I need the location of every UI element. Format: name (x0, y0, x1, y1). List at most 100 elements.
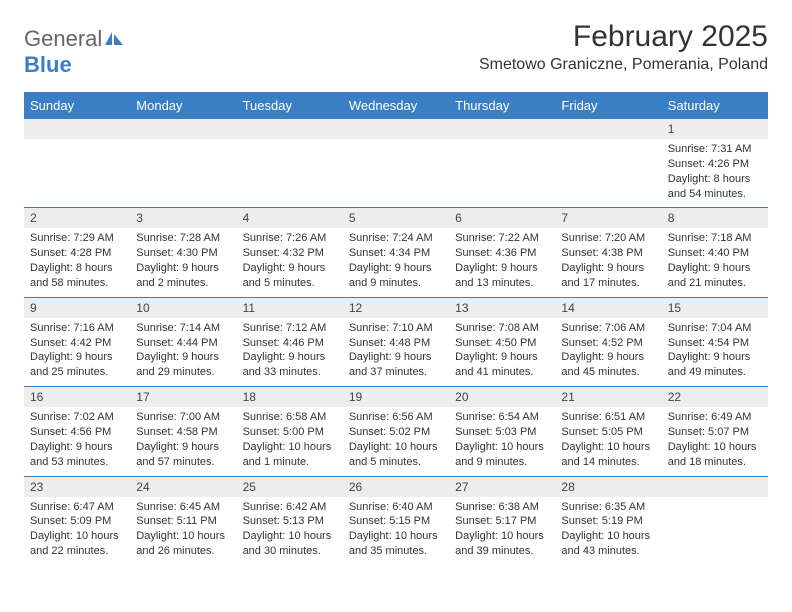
sunrise-text: Sunrise: 6:54 AM (455, 410, 549, 425)
day-content: Sunrise: 7:08 AMSunset: 4:50 PMDaylight:… (449, 318, 555, 386)
week-row: 9Sunrise: 7:16 AMSunset: 4:42 PMDaylight… (24, 298, 768, 387)
brand-logo: GeneralBlue (24, 26, 124, 78)
day-header-tuesday: Tuesday (237, 92, 343, 119)
sunset-text: Sunset: 4:52 PM (561, 336, 655, 351)
day-number: 1 (662, 119, 768, 139)
day-cell (24, 119, 130, 207)
sunset-text: Sunset: 5:15 PM (349, 514, 443, 529)
day-number: 26 (343, 477, 449, 497)
day-content (24, 139, 130, 148)
day-number: 9 (24, 298, 130, 318)
day-content: Sunrise: 7:12 AMSunset: 4:46 PMDaylight:… (237, 318, 343, 386)
day-content: Sunrise: 7:16 AMSunset: 4:42 PMDaylight:… (24, 318, 130, 386)
month-title: February 2025 (479, 20, 768, 54)
day-number (662, 477, 768, 497)
day-cell: 23Sunrise: 6:47 AMSunset: 5:09 PMDayligh… (24, 477, 130, 565)
sunset-text: Sunset: 4:28 PM (30, 246, 124, 261)
sunset-text: Sunset: 5:02 PM (349, 425, 443, 440)
day-header-thursday: Thursday (449, 92, 555, 119)
day-cell (343, 119, 449, 207)
sunrise-text: Sunrise: 6:47 AM (30, 500, 124, 515)
sunrise-text: Sunrise: 7:00 AM (136, 410, 230, 425)
sunset-text: Sunset: 4:40 PM (668, 246, 762, 261)
day-cell (662, 477, 768, 565)
day-content: Sunrise: 7:22 AMSunset: 4:36 PMDaylight:… (449, 228, 555, 296)
sunset-text: Sunset: 5:05 PM (561, 425, 655, 440)
week-row: 1Sunrise: 7:31 AMSunset: 4:26 PMDaylight… (24, 119, 768, 208)
day-content: Sunrise: 6:38 AMSunset: 5:17 PMDaylight:… (449, 497, 555, 565)
day-content: Sunrise: 7:02 AMSunset: 4:56 PMDaylight:… (24, 407, 130, 475)
day-number: 8 (662, 208, 768, 228)
sunset-text: Sunset: 4:42 PM (30, 336, 124, 351)
sunrise-text: Sunrise: 7:10 AM (349, 321, 443, 336)
sunrise-text: Sunrise: 7:22 AM (455, 231, 549, 246)
day-header-saturday: Saturday (662, 92, 768, 119)
sunrise-text: Sunrise: 6:45 AM (136, 500, 230, 515)
sunrise-text: Sunrise: 6:40 AM (349, 500, 443, 515)
sunrise-text: Sunrise: 7:24 AM (349, 231, 443, 246)
daylight-text: Daylight: 9 hours and 41 minutes. (455, 350, 549, 380)
day-header-sunday: Sunday (24, 92, 130, 119)
day-content: Sunrise: 7:14 AMSunset: 4:44 PMDaylight:… (130, 318, 236, 386)
day-cell: 17Sunrise: 7:00 AMSunset: 4:58 PMDayligh… (130, 387, 236, 475)
day-cell: 12Sunrise: 7:10 AMSunset: 4:48 PMDayligh… (343, 298, 449, 386)
day-cell: 26Sunrise: 6:40 AMSunset: 5:15 PMDayligh… (343, 477, 449, 565)
day-number (130, 119, 236, 139)
day-content: Sunrise: 7:00 AMSunset: 4:58 PMDaylight:… (130, 407, 236, 475)
day-cell: 27Sunrise: 6:38 AMSunset: 5:17 PMDayligh… (449, 477, 555, 565)
day-cell: 25Sunrise: 6:42 AMSunset: 5:13 PMDayligh… (237, 477, 343, 565)
sunset-text: Sunset: 5:13 PM (243, 514, 337, 529)
week-row: 2Sunrise: 7:29 AMSunset: 4:28 PMDaylight… (24, 208, 768, 297)
day-content: Sunrise: 6:40 AMSunset: 5:15 PMDaylight:… (343, 497, 449, 565)
day-cell (130, 119, 236, 207)
day-number: 27 (449, 477, 555, 497)
day-cell: 28Sunrise: 6:35 AMSunset: 5:19 PMDayligh… (555, 477, 661, 565)
weeks-container: 1Sunrise: 7:31 AMSunset: 4:26 PMDaylight… (24, 119, 768, 565)
day-cell: 7Sunrise: 7:20 AMSunset: 4:38 PMDaylight… (555, 208, 661, 296)
sunset-text: Sunset: 4:58 PM (136, 425, 230, 440)
sunset-text: Sunset: 4:32 PM (243, 246, 337, 261)
brand-text: GeneralBlue (24, 26, 124, 78)
sunset-text: Sunset: 5:03 PM (455, 425, 549, 440)
day-number: 15 (662, 298, 768, 318)
day-cell: 10Sunrise: 7:14 AMSunset: 4:44 PMDayligh… (130, 298, 236, 386)
daylight-text: Daylight: 10 hours and 35 minutes. (349, 529, 443, 559)
sunrise-text: Sunrise: 6:42 AM (243, 500, 337, 515)
day-cell: 6Sunrise: 7:22 AMSunset: 4:36 PMDaylight… (449, 208, 555, 296)
day-cell: 3Sunrise: 7:28 AMSunset: 4:30 PMDaylight… (130, 208, 236, 296)
daylight-text: Daylight: 9 hours and 2 minutes. (136, 261, 230, 291)
day-number: 7 (555, 208, 661, 228)
daylight-text: Daylight: 9 hours and 45 minutes. (561, 350, 655, 380)
sunrise-text: Sunrise: 6:56 AM (349, 410, 443, 425)
day-number: 18 (237, 387, 343, 407)
day-cell (449, 119, 555, 207)
day-cell: 21Sunrise: 6:51 AMSunset: 5:05 PMDayligh… (555, 387, 661, 475)
day-cell: 11Sunrise: 7:12 AMSunset: 4:46 PMDayligh… (237, 298, 343, 386)
day-cell (237, 119, 343, 207)
daylight-text: Daylight: 8 hours and 58 minutes. (30, 261, 124, 291)
sunrise-text: Sunrise: 7:26 AM (243, 231, 337, 246)
day-content: Sunrise: 6:42 AMSunset: 5:13 PMDaylight:… (237, 497, 343, 565)
day-content: Sunrise: 6:47 AMSunset: 5:09 PMDaylight:… (24, 497, 130, 565)
daylight-text: Daylight: 10 hours and 22 minutes. (30, 529, 124, 559)
daylight-text: Daylight: 9 hours and 57 minutes. (136, 440, 230, 470)
day-content: Sunrise: 7:20 AMSunset: 4:38 PMDaylight:… (555, 228, 661, 296)
sunset-text: Sunset: 5:19 PM (561, 514, 655, 529)
day-number: 25 (237, 477, 343, 497)
daylight-text: Daylight: 9 hours and 17 minutes. (561, 261, 655, 291)
sunset-text: Sunset: 4:36 PM (455, 246, 549, 261)
week-row: 23Sunrise: 6:47 AMSunset: 5:09 PMDayligh… (24, 477, 768, 565)
daylight-text: Daylight: 10 hours and 30 minutes. (243, 529, 337, 559)
daylight-text: Daylight: 10 hours and 18 minutes. (668, 440, 762, 470)
day-number (237, 119, 343, 139)
day-number: 10 (130, 298, 236, 318)
day-content: Sunrise: 7:18 AMSunset: 4:40 PMDaylight:… (662, 228, 768, 296)
day-cell: 4Sunrise: 7:26 AMSunset: 4:32 PMDaylight… (237, 208, 343, 296)
day-number (555, 119, 661, 139)
day-content: Sunrise: 6:45 AMSunset: 5:11 PMDaylight:… (130, 497, 236, 565)
day-content (343, 139, 449, 148)
sunset-text: Sunset: 5:09 PM (30, 514, 124, 529)
sunrise-text: Sunrise: 7:18 AM (668, 231, 762, 246)
day-cell: 14Sunrise: 7:06 AMSunset: 4:52 PMDayligh… (555, 298, 661, 386)
title-block: February 2025 Smetowo Graniczne, Pomeran… (479, 20, 768, 74)
